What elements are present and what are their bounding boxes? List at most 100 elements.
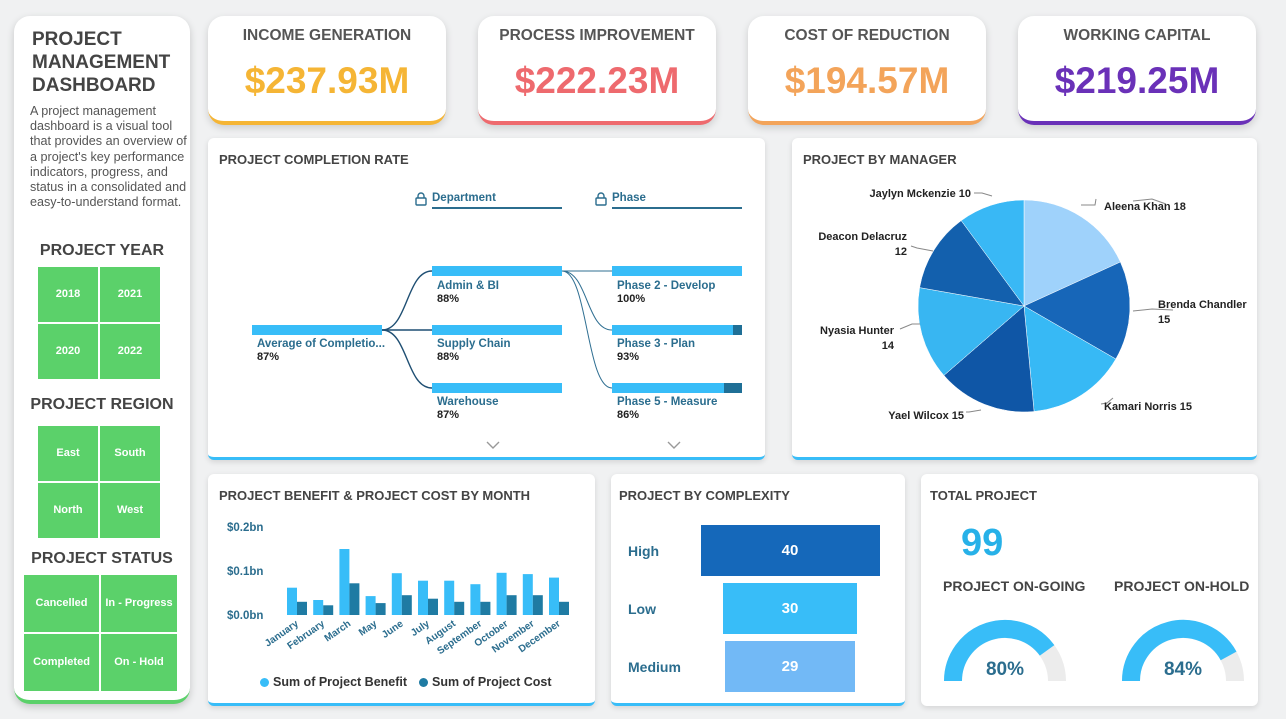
status-tile-completed[interactable]: Completed <box>24 634 99 691</box>
pie-slice-yael-wilcox[interactable] <box>943 305 1035 413</box>
legend-benefit-label: Sum of Project Benefit <box>273 675 408 689</box>
department-node-value: 87% <box>437 409 460 421</box>
x-tick-label: March <box>323 618 353 644</box>
benefit-bar-october[interactable] <box>496 572 507 615</box>
chevron-down-icon[interactable] <box>486 437 500 455</box>
onhold-gauge-value: 84% <box>1164 659 1202 680</box>
department-node-label: Admin & BI <box>437 280 499 292</box>
department-node-bar[interactable] <box>432 266 562 276</box>
cost-bar-july[interactable] <box>428 598 438 615</box>
benefit-bar-july[interactable] <box>418 580 428 615</box>
leader-line <box>966 409 982 413</box>
y-tick-label: $0.1bn <box>227 566 263 578</box>
chevron-down-icon[interactable] <box>667 437 681 455</box>
completion-rate-title: PROJECT COMPLETION RATE <box>219 152 409 167</box>
ongoing-gauge-value: 80% <box>986 659 1024 680</box>
completion-rate-panel: PROJECT COMPLETION RATE Department Phase… <box>208 138 765 460</box>
status-tile-cancelled[interactable]: Cancelled <box>24 575 99 632</box>
pie-label-nyasia-hunter: Nyasia Hunter <box>820 325 895 337</box>
kpi-card-working-capital: WORKING CAPITAL $219.25M <box>1018 16 1256 125</box>
pie-label-jaylyn-mckenzie: Jaylyn Mckenzie 10 <box>869 188 971 200</box>
kpi-card-income-generation: INCOME GENERATION $237.93M <box>208 16 446 125</box>
pie-slice-deacon-delacruz[interactable] <box>919 220 1025 307</box>
pie-slice-aleena-khan[interactable] <box>1023 199 1121 307</box>
department-node-bar[interactable] <box>432 383 562 393</box>
project-year-slicer: 2018 2021 2020 2022 <box>38 267 160 379</box>
benefit-bar-february[interactable] <box>313 600 324 615</box>
department-header-underline <box>432 207 562 209</box>
leader-line <box>1132 198 1167 205</box>
cost-bar-may[interactable] <box>375 603 386 615</box>
cost-bar-october[interactable] <box>506 595 517 615</box>
department-node-bar[interactable] <box>432 325 562 335</box>
year-tile-2021[interactable]: 2021 <box>100 267 160 322</box>
year-tile-2018[interactable]: 2018 <box>38 267 98 322</box>
complexity-label-high: High <box>628 543 660 559</box>
kpi-value: $219.25M <box>1054 60 1220 101</box>
pie-label-deacon-delacruz: Deacon Delacruz <box>818 231 907 243</box>
year-tile-2022[interactable]: 2022 <box>100 324 160 379</box>
pie-slice-nyasia-hunter[interactable] <box>917 287 1025 376</box>
cost-bar-march[interactable] <box>349 583 360 615</box>
region-tile-east[interactable]: East <box>38 426 98 481</box>
benefit-bar-january[interactable] <box>287 587 297 615</box>
benefit-bar-may[interactable] <box>365 596 376 615</box>
onhold-gauge-fill <box>1121 619 1237 682</box>
leader-line <box>1132 308 1174 312</box>
root-node-bar[interactable] <box>252 325 382 335</box>
complexity-panel: PROJECT BY COMPLEXITY High 40 Low 30 Med… <box>611 474 905 706</box>
complexity-label-medium: Medium <box>628 659 681 675</box>
phase-column-header[interactable]: Phase <box>612 192 646 204</box>
phase-node-value: 86% <box>617 409 640 421</box>
complexity-bar-medium[interactable]: 29 <box>725 641 855 692</box>
benefit-bar-september[interactable] <box>470 584 481 615</box>
total-project-panel: TOTAL PROJECT 99 PROJECT ON-GOING PROJEC… <box>921 474 1258 706</box>
kpi-value: $237.93M <box>244 60 410 101</box>
year-tile-2020[interactable]: 2020 <box>38 324 98 379</box>
cost-bar-december[interactable] <box>559 601 569 615</box>
pie-slice-brenda-chandler[interactable] <box>1023 261 1131 360</box>
filter-sidebar: PROJECT MANAGEMENT DASHBOARD A project m… <box>14 16 190 704</box>
phase-node-bar[interactable] <box>612 325 742 335</box>
x-tick-label: May <box>357 618 380 638</box>
complexity-bar-high[interactable]: 40 <box>700 525 880 576</box>
pie-slice-kamari-norris[interactable] <box>1023 305 1117 412</box>
legend-cost-label: Sum of Project Cost <box>432 675 552 689</box>
cost-bar-february[interactable] <box>323 605 334 615</box>
pie-label-yael-wilcox: Yael Wilcox 15 <box>888 410 964 422</box>
kpi-card-process-improvement: PROCESS IMPROVEMENT $222.23M <box>478 16 716 125</box>
chart-legend: Sum of Project Benefit Sum of Project Co… <box>260 675 552 689</box>
cost-bar-september[interactable] <box>480 601 491 615</box>
cost-bar-june[interactable] <box>401 595 412 615</box>
department-node-label: Supply Chain <box>437 338 511 350</box>
phase-node-bar[interactable] <box>612 266 742 276</box>
benefit-bar-december[interactable] <box>549 577 559 615</box>
status-tile-on-hold[interactable]: On - Hold <box>101 634 177 691</box>
monthly-benefit-cost-panel: PROJECT BENEFIT & PROJECT COST BY MONTH … <box>208 474 595 706</box>
monthly-chart-title: PROJECT BENEFIT & PROJECT COST BY MONTH <box>219 488 531 503</box>
complexity-title: PROJECT BY COMPLEXITY <box>619 488 790 503</box>
kpi-label: PROCESS IMPROVEMENT <box>499 27 695 44</box>
benefit-bar-march[interactable] <box>339 549 350 615</box>
project-status-heading: PROJECT STATUS <box>31 550 173 567</box>
phase-node-bar[interactable] <box>612 383 742 393</box>
region-tile-south[interactable]: South <box>100 426 160 481</box>
cost-bar-january[interactable] <box>297 601 307 615</box>
cost-bar-august[interactable] <box>454 601 465 615</box>
tree-connectors <box>381 270 613 389</box>
region-tile-north[interactable]: North <box>38 483 98 538</box>
benefit-bar-june[interactable] <box>391 573 402 615</box>
benefit-bar-november[interactable] <box>522 574 533 615</box>
complexity-bar-low[interactable]: 30 <box>722 583 858 634</box>
benefit-bar-august[interactable] <box>444 580 455 615</box>
status-tile-in-progress[interactable]: In - Progress <box>101 575 177 632</box>
phase-node-value: 93% <box>617 351 640 363</box>
pie-slice-jaylyn-mckenzie[interactable] <box>960 199 1025 307</box>
project-region-heading: PROJECT REGION <box>30 396 174 413</box>
root-node-value: 87% <box>257 351 280 363</box>
region-tile-west[interactable]: West <box>100 483 160 538</box>
department-node-label: Warehouse <box>437 396 499 408</box>
department-node-value: 88% <box>437 293 460 305</box>
department-column-header[interactable]: Department <box>432 192 496 204</box>
cost-bar-november[interactable] <box>532 595 543 615</box>
